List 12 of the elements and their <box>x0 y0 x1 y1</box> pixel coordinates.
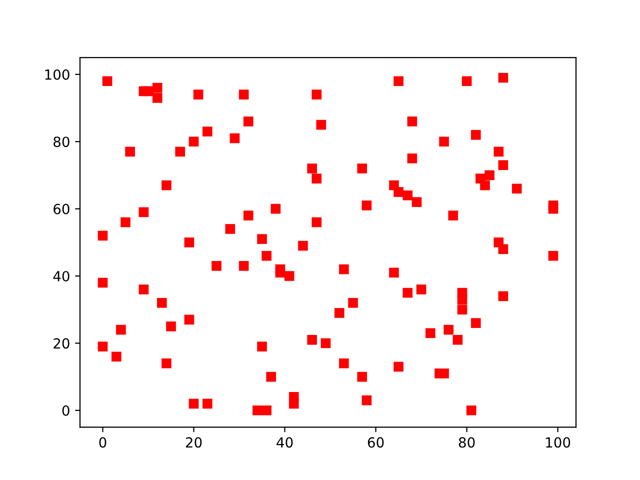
x-tick-label: 80 <box>458 437 475 448</box>
x-tick-label: 60 <box>368 437 384 448</box>
y-tick-label: 40 <box>53 270 70 282</box>
y-tick-label: 0 <box>62 405 70 416</box>
x-tick-label: 0 <box>99 437 106 448</box>
x-tick-label: 100 <box>546 437 570 448</box>
x-tick-label: 20 <box>186 437 202 448</box>
y-tick-label: 60 <box>54 204 70 214</box>
y-tick-label: 80 <box>54 136 70 148</box>
x-tick-label: 40 <box>276 437 293 448</box>
y-tick-label: 20 <box>54 338 70 349</box>
y-tick-label: 100 <box>45 69 70 80</box>
